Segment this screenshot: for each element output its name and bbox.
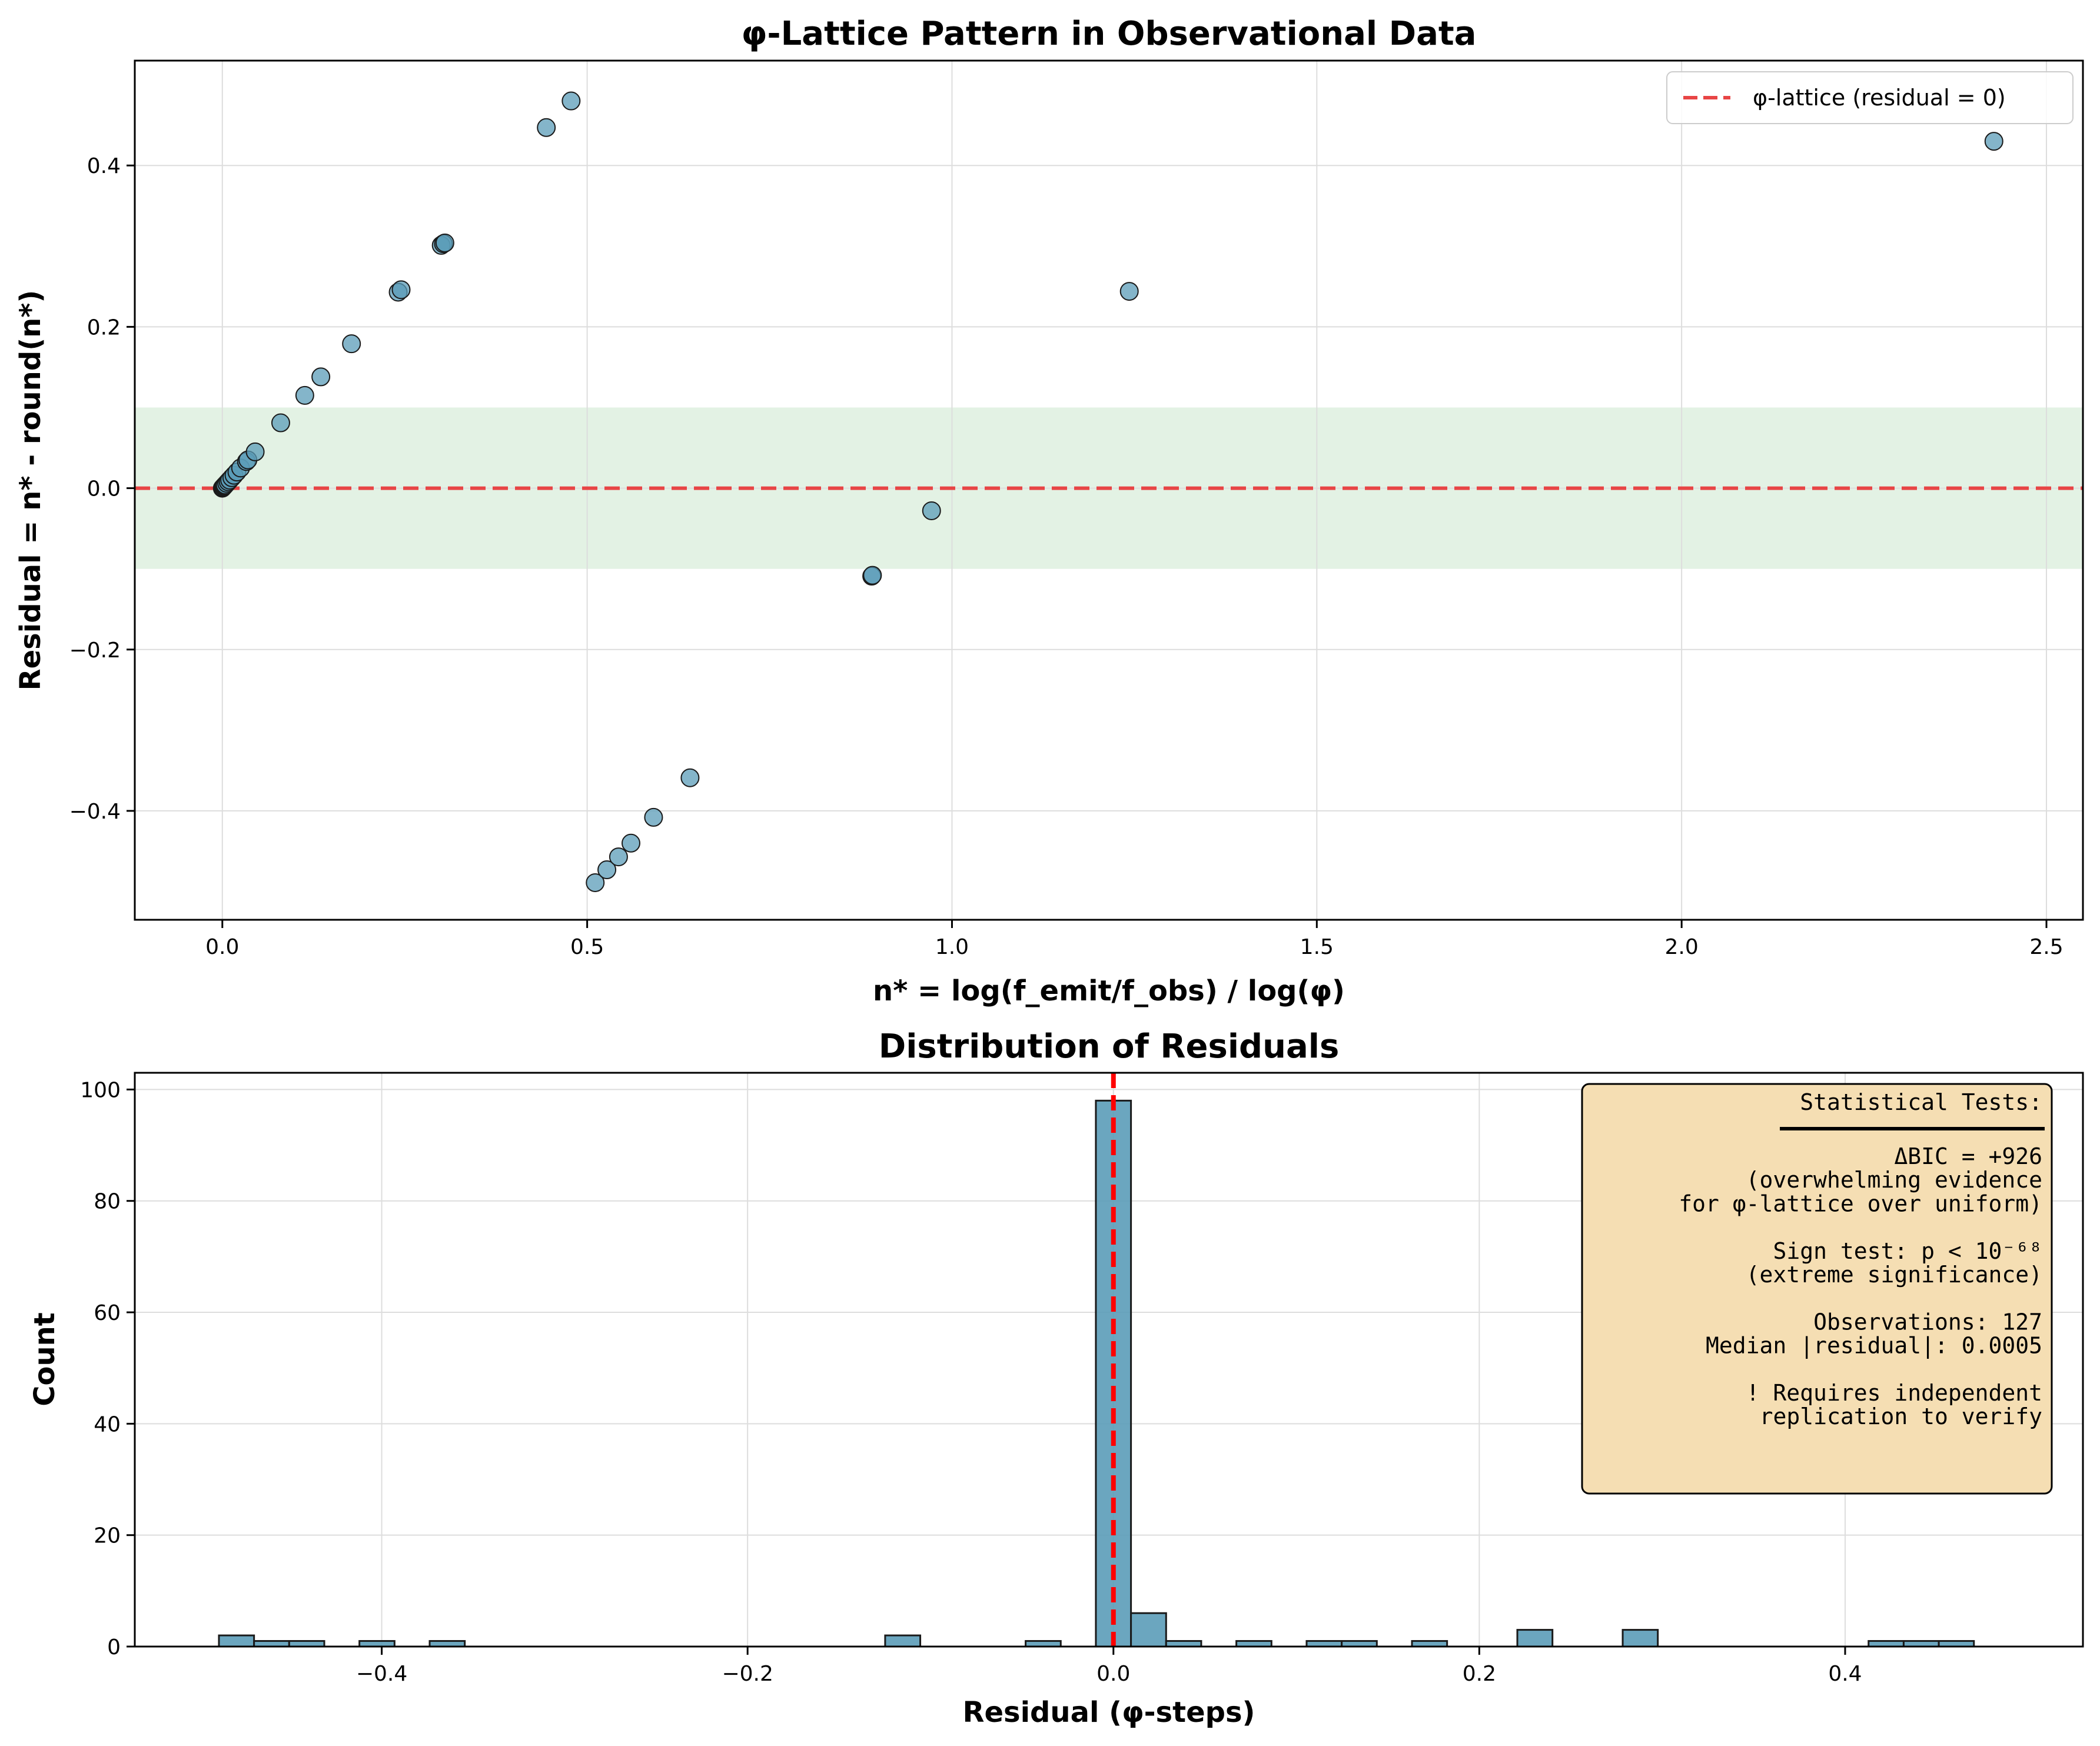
scatter-points xyxy=(212,91,2003,892)
y-tick-label: 60 xyxy=(94,1301,121,1325)
scatter-title: φ-Lattice Pattern in Observational Data xyxy=(742,15,1477,53)
stats-line: for φ-lattice over uniform) xyxy=(1679,1190,2042,1216)
data-point xyxy=(391,280,411,300)
scatter-x-ticks: 0.0 0.5 1.0 1.5 2.0 2.5 xyxy=(205,920,2064,959)
y-tick-label: 40 xyxy=(94,1412,121,1436)
x-tick-label: −0.4 xyxy=(356,1662,407,1686)
histogram-bar xyxy=(1621,1629,1659,1648)
histogram-bar xyxy=(884,1634,922,1648)
histogram-y-label: Count xyxy=(28,1312,61,1406)
histogram-x-label: Residual (φ-steps) xyxy=(963,1696,1255,1729)
data-point xyxy=(1984,132,2003,151)
scatter-panel: 0.0 0.5 1.0 1.5 2.0 2.5 −0.4 −0.2 0.0 0.2 0.4 φ-L… xyxy=(14,15,2084,1007)
y-tick-label: 0.2 xyxy=(87,315,121,340)
histogram-bar xyxy=(1130,1612,1167,1648)
data-point xyxy=(1119,282,1139,301)
y-tick-label: 20 xyxy=(94,1524,121,1548)
stats-line: Observations: 127 xyxy=(1813,1309,2042,1335)
legend-box xyxy=(1666,71,2074,124)
data-point xyxy=(586,873,605,892)
data-point xyxy=(561,91,581,111)
y-tick-label: 0.0 xyxy=(87,477,121,501)
stats-heading: Statistical Tests: xyxy=(1800,1089,2042,1115)
histogram-bar xyxy=(1516,1629,1554,1648)
x-tick-label: 0.4 xyxy=(1828,1662,1862,1686)
stats-line: (extreme significance) xyxy=(1746,1262,2042,1288)
stats-line: replication to verify xyxy=(1760,1404,2042,1429)
scatter-y-label: Residual = n* - round(n*) xyxy=(14,290,47,691)
histogram-title: Distribution of Residuals xyxy=(879,1027,1340,1066)
y-tick-label: 0 xyxy=(107,1635,121,1659)
stats-line: ΔBIC = +926 xyxy=(1894,1143,2042,1169)
histogram-bar xyxy=(218,1634,255,1648)
data-point xyxy=(311,367,331,387)
scatter-y-ticks: −0.4 −0.2 0.0 0.2 0.4 xyxy=(69,154,135,824)
x-tick-label: 1.5 xyxy=(1300,935,1334,959)
data-point xyxy=(342,334,361,354)
x-tick-label: 0.0 xyxy=(1096,1662,1130,1686)
x-tick-label: 2.0 xyxy=(1665,935,1699,959)
stats-line: Median |residual|: 0.0005 xyxy=(1706,1333,2042,1359)
y-tick-label: 0.4 xyxy=(87,154,121,178)
histogram-axes-frame xyxy=(134,1072,2084,1648)
y-tick-label: −0.4 xyxy=(69,800,121,824)
legend: φ-lattice (residual = 0) xyxy=(1666,71,2074,124)
y-tick-label: 80 xyxy=(94,1190,121,1214)
y-tick-label: −0.2 xyxy=(69,638,121,663)
stats-line: ! Requires independent xyxy=(1746,1380,2042,1406)
x-tick-label: 0.2 xyxy=(1463,1662,1496,1686)
data-point xyxy=(537,118,556,137)
data-point xyxy=(680,768,700,787)
stats-line: (overwhelming evidence xyxy=(1746,1167,2042,1193)
data-point xyxy=(609,847,628,867)
x-tick-label: −0.2 xyxy=(722,1662,773,1686)
histogram-panel: −0.4 −0.2 0.0 0.2 0.4 0 20 40 60 80 100 Distribut… xyxy=(28,1027,2084,1729)
scatter-x-label: n* = log(f_emit/f_obs) / log(φ) xyxy=(873,975,1345,1007)
x-tick-label: 0.5 xyxy=(570,935,604,959)
data-point xyxy=(435,233,454,252)
statistical-tests-box: Statistical Tests: ΔBIC = +926(overwhelm… xyxy=(1581,1083,2053,1495)
data-point xyxy=(245,442,265,461)
x-tick-label: 2.5 xyxy=(2029,935,2063,959)
x-tick-label: 1.0 xyxy=(935,935,969,959)
scatter-axes-frame xyxy=(134,59,2084,921)
data-point xyxy=(863,566,882,585)
legend-entry: φ-lattice (residual = 0) xyxy=(1753,85,2006,111)
data-point xyxy=(295,385,314,405)
stats-box-background xyxy=(1581,1083,2053,1495)
histogram-x-ticks: −0.4 −0.2 0.0 0.2 0.4 xyxy=(356,1647,1862,1686)
data-point xyxy=(621,833,640,853)
stats-line: Sign test: p < 10⁻⁶⁸ xyxy=(1773,1238,2042,1264)
x-tick-label: 0.0 xyxy=(205,935,239,959)
data-point xyxy=(922,501,941,520)
data-point xyxy=(597,860,617,880)
data-point xyxy=(644,807,663,827)
y-tick-label: 100 xyxy=(80,1078,121,1102)
histogram-y-ticks: 0 20 40 60 80 100 xyxy=(80,1078,135,1659)
data-point xyxy=(271,413,290,433)
